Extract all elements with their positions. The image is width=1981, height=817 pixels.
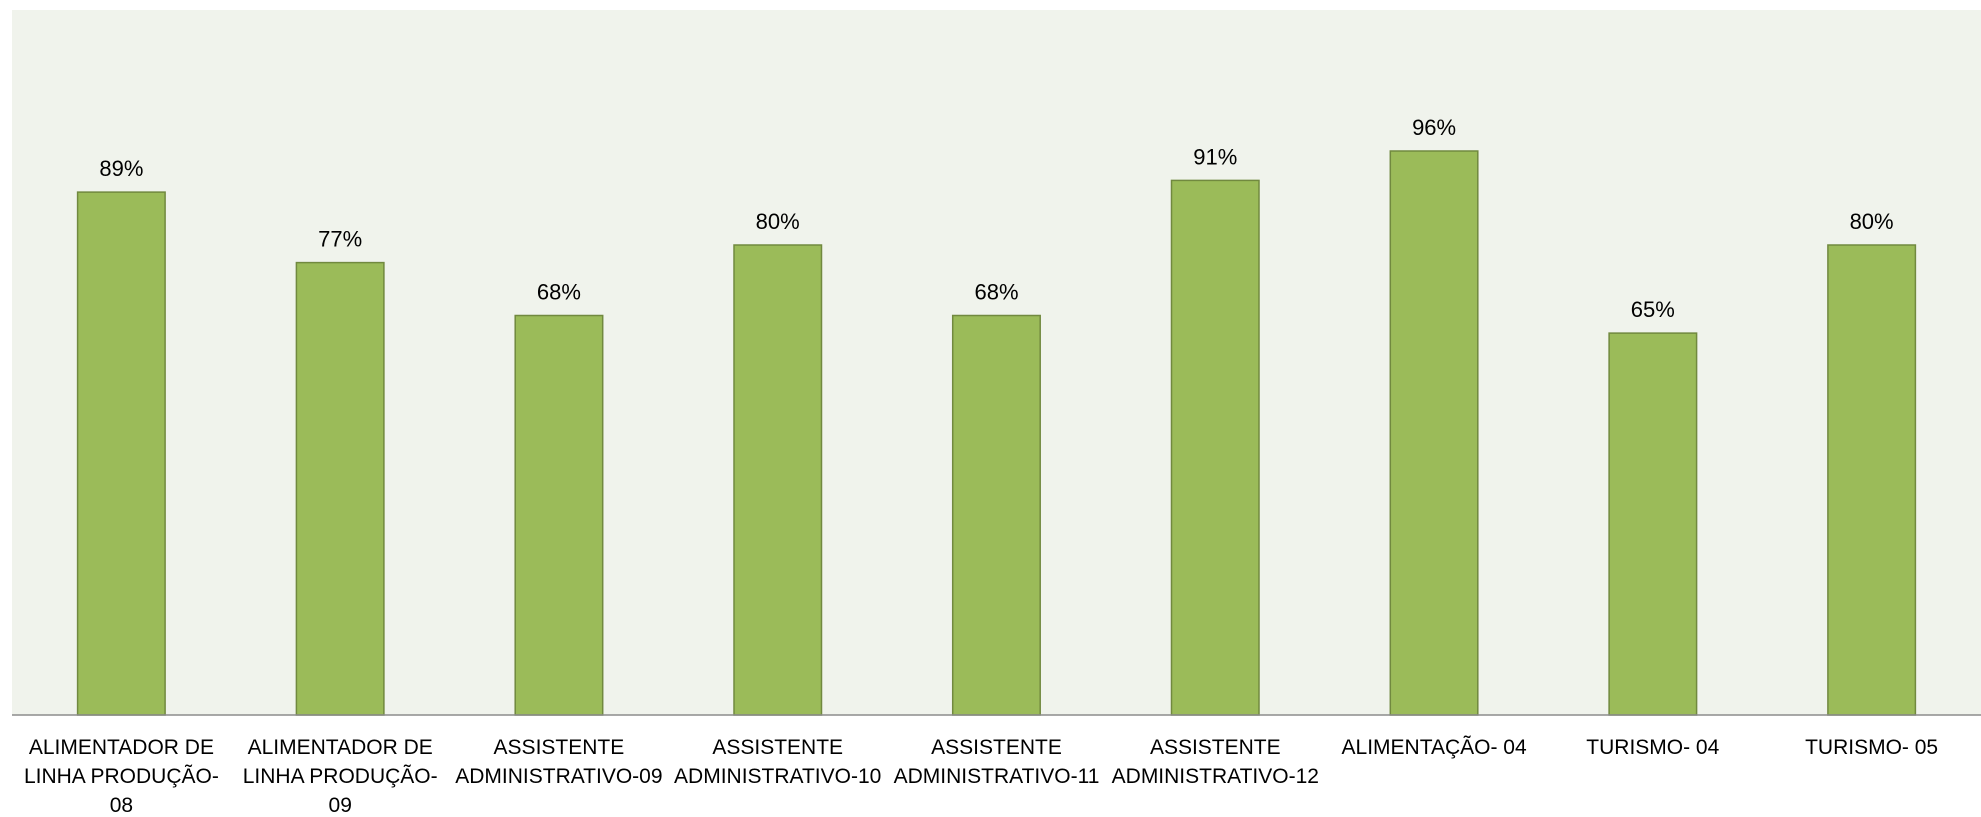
category-label-line: ALIMENTAÇÃO- 04 — [1342, 735, 1527, 759]
category-label-5: ASSISTENTE ADMINISTRATIVO-11 — [894, 736, 1100, 788]
value-label-2: 77% — [318, 227, 362, 252]
category-label-line: ADMINISTRATIVO-10 — [674, 765, 881, 788]
bars-group — [76, 150, 1917, 716]
category-label-7: ALIMENTAÇÃO- 04 — [1342, 735, 1527, 759]
value-label-1: 89% — [99, 156, 143, 181]
category-label-4: ASSISTENTE ADMINISTRATIVO-10 — [674, 736, 881, 788]
category-label-line: ASSISTENTE — [1150, 736, 1281, 759]
category-label-line: TURISMO- 05 — [1805, 736, 1938, 759]
category-label-line: ADMINISTRATIVO-09 — [455, 765, 662, 788]
value-label-4: 80% — [756, 209, 800, 234]
category-label-line: ADMINISTRATIVO-11 — [894, 765, 1100, 788]
category-label-line: 09 — [329, 794, 352, 817]
category-label-line: ALIMENTADOR DE — [29, 736, 214, 759]
value-labels-group: 89% 77% 68% 80% 68% 91% 96% 65% 80% — [99, 115, 1893, 322]
category-label-line: LINHA PRODUÇÃO- — [243, 764, 438, 788]
value-label-8: 65% — [1631, 297, 1675, 322]
bar-5 — [951, 314, 1041, 716]
category-label-1: ALIMENTADOR DE LINHA PRODUÇÃO- 08 — [24, 736, 219, 817]
value-label-9: 80% — [1850, 209, 1894, 234]
category-label-2: ALIMENTADOR DE LINHA PRODUÇÃO- 09 — [243, 736, 438, 817]
category-label-9: TURISMO- 05 — [1805, 736, 1938, 759]
bar-3 — [514, 314, 604, 716]
value-label-5: 68% — [974, 280, 1018, 305]
value-label-7: 96% — [1412, 115, 1456, 140]
category-label-6: ASSISTENTE ADMINISTRATIVO-12 — [1112, 736, 1319, 788]
bar-1 — [76, 191, 166, 716]
category-label-line: ASSISTENTE — [494, 736, 625, 759]
category-label-8: TURISMO- 04 — [1586, 736, 1719, 759]
category-label-line: 08 — [110, 794, 133, 817]
category-label-line: ALIMENTADOR DE — [248, 736, 433, 759]
category-label-line: TURISMO- 04 — [1586, 736, 1719, 759]
bar-8 — [1608, 332, 1698, 716]
bar-6 — [1170, 179, 1260, 716]
category-labels-group: ALIMENTADOR DE LINHA PRODUÇÃO-08ALIMENTAD… — [24, 735, 1938, 817]
category-label-line: LINHA PRODUÇÃO- — [24, 764, 219, 788]
bar-2 — [295, 261, 385, 716]
bar-9 — [1827, 244, 1917, 716]
category-label-line: ADMINISTRATIVO-12 — [1112, 765, 1319, 788]
value-label-6: 91% — [1193, 144, 1237, 169]
value-label-3: 68% — [537, 280, 581, 305]
bar-4 — [733, 244, 823, 716]
category-label-line: ASSISTENTE — [712, 736, 843, 759]
category-label-line: ASSISTENTE — [931, 736, 1062, 759]
bar-7 — [1389, 150, 1479, 716]
category-label-3: ASSISTENTE ADMINISTRATIVO-09 — [455, 736, 662, 788]
